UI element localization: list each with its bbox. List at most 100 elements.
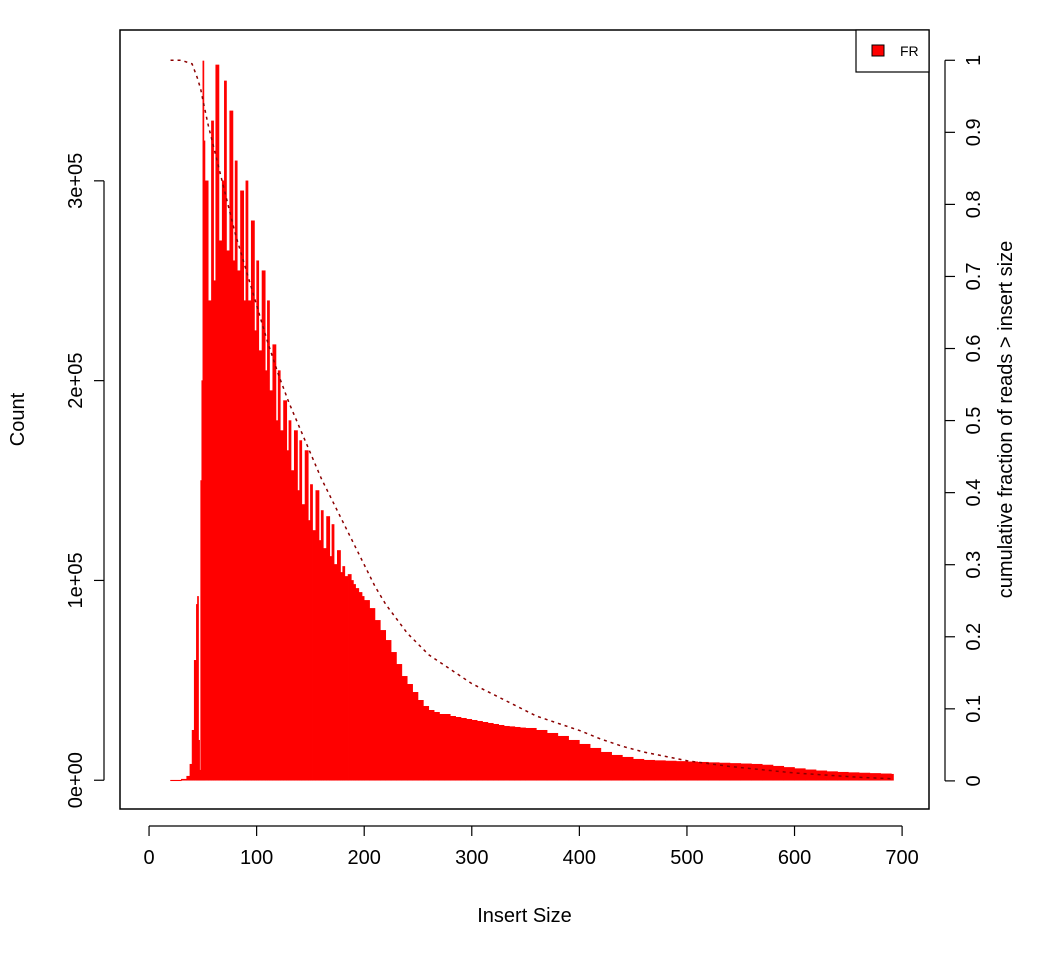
histogram-bar: [307, 520, 311, 781]
histogram-bar: [250, 220, 255, 781]
x-tick-label: 300: [455, 847, 488, 869]
histogram-bar: [272, 344, 277, 781]
y-tick-label: 2e+05: [65, 353, 87, 409]
histogram-bar: [423, 706, 430, 781]
histogram-bar: [654, 760, 666, 781]
histogram-bar: [514, 726, 521, 781]
histogram-bar: [761, 764, 774, 781]
legend-swatch: [871, 44, 885, 57]
histogram-bar: [181, 778, 188, 781]
histogram-bar: [312, 530, 317, 781]
histogram-bar: [729, 763, 742, 781]
histogram-bar: [358, 592, 363, 781]
histogram-bar: [433, 711, 440, 781]
histogram-bar: [279, 430, 284, 781]
histogram-bar: [288, 420, 292, 781]
histogram-bar: [374, 620, 381, 781]
histogram-bar: [323, 548, 327, 781]
x-tick-label: 400: [563, 847, 596, 869]
histogram-bar: [579, 743, 591, 781]
histogram-bar: [232, 260, 236, 781]
y-tick-label: 3e+05: [65, 153, 87, 209]
histogram-bar: [234, 160, 238, 781]
cumulative-point: [622, 746, 624, 748]
y2-tick-label: 0.1: [963, 695, 985, 723]
cumulative-point: [600, 738, 602, 740]
histogram-bar: [240, 190, 245, 781]
y2-tick-label: 0.4: [963, 479, 985, 507]
y2-tick-label: 0.7: [963, 263, 985, 291]
y2-tick-label: 0: [963, 775, 985, 786]
histogram-bar: [665, 760, 677, 781]
cumulative-point: [342, 521, 344, 523]
histogram-bar: [215, 64, 220, 781]
histogram-bar: [482, 721, 489, 781]
histogram-bar: [204, 180, 209, 781]
histogram-bar: [783, 767, 795, 781]
cumulative-point: [686, 760, 688, 762]
histogram-bars: [170, 60, 894, 782]
cumulative-point: [200, 88, 202, 90]
histogram-bar: [355, 588, 360, 781]
histogram-bar: [643, 759, 655, 781]
cumulative-point: [772, 770, 774, 772]
histogram-bar: [449, 715, 456, 781]
y-tick-label: 0e+00: [65, 752, 87, 808]
histogram-bar: [247, 300, 252, 781]
histogram-bar: [224, 80, 227, 781]
histogram-bar: [503, 725, 510, 781]
cumulative-point: [299, 427, 301, 429]
histogram-bar: [275, 420, 279, 781]
histogram-bar: [189, 763, 193, 781]
histogram-bar: [256, 260, 260, 781]
cumulative-point: [794, 772, 796, 774]
histogram-bar: [193, 660, 197, 781]
histogram-bar: [340, 572, 343, 781]
histogram-bar: [277, 370, 281, 781]
y2-axis-label: cumulative fraction of reads > insert si…: [995, 241, 1017, 598]
histogram-bar: [455, 716, 462, 781]
cumulative-point: [385, 604, 387, 606]
x-tick-label: 100: [240, 847, 273, 869]
cumulative-point: [213, 146, 215, 148]
cumulative-point: [234, 232, 236, 234]
histogram-bar: [487, 722, 494, 781]
histogram-bar: [283, 400, 288, 781]
histogram-bar: [245, 180, 249, 781]
histogram-bar: [211, 120, 214, 781]
x-axis-label: Insert Size: [477, 905, 571, 927]
histogram-bar: [686, 761, 699, 781]
histogram-bar: [498, 724, 505, 781]
histogram-bar: [297, 490, 300, 781]
y2-tick-label: 0.9: [963, 118, 985, 146]
histogram-bar: [536, 729, 548, 781]
histogram-bar: [331, 524, 335, 781]
cumulative-point: [256, 304, 258, 306]
histogram-bar: [444, 713, 451, 781]
cumulative-point: [514, 704, 516, 706]
histogram-bar: [286, 450, 290, 781]
cumulative-point: [439, 661, 441, 663]
histogram-bar: [390, 652, 397, 781]
histogram-bar: [236, 270, 241, 781]
histogram-bar: [315, 490, 320, 781]
cumulative-point: [428, 654, 430, 656]
histogram-bar: [401, 676, 408, 781]
histogram-bar: [350, 580, 354, 781]
histogram-bar: [406, 684, 413, 781]
histogram-bar: [557, 735, 569, 781]
histogram-bar: [320, 510, 324, 781]
histogram-bar: [697, 761, 709, 781]
cumulative-point: [374, 586, 376, 588]
histogram-bar: [804, 769, 817, 781]
histogram-bar: [525, 727, 537, 781]
histogram-bar: [519, 727, 526, 781]
cumulative-point: [471, 683, 473, 685]
histogram-bar: [267, 300, 270, 781]
x-tick-label: 600: [778, 847, 811, 869]
cumulative-point: [643, 751, 645, 753]
histogram-bar: [269, 390, 274, 781]
histogram-bar: [258, 350, 263, 781]
histogram-bar: [412, 692, 419, 781]
